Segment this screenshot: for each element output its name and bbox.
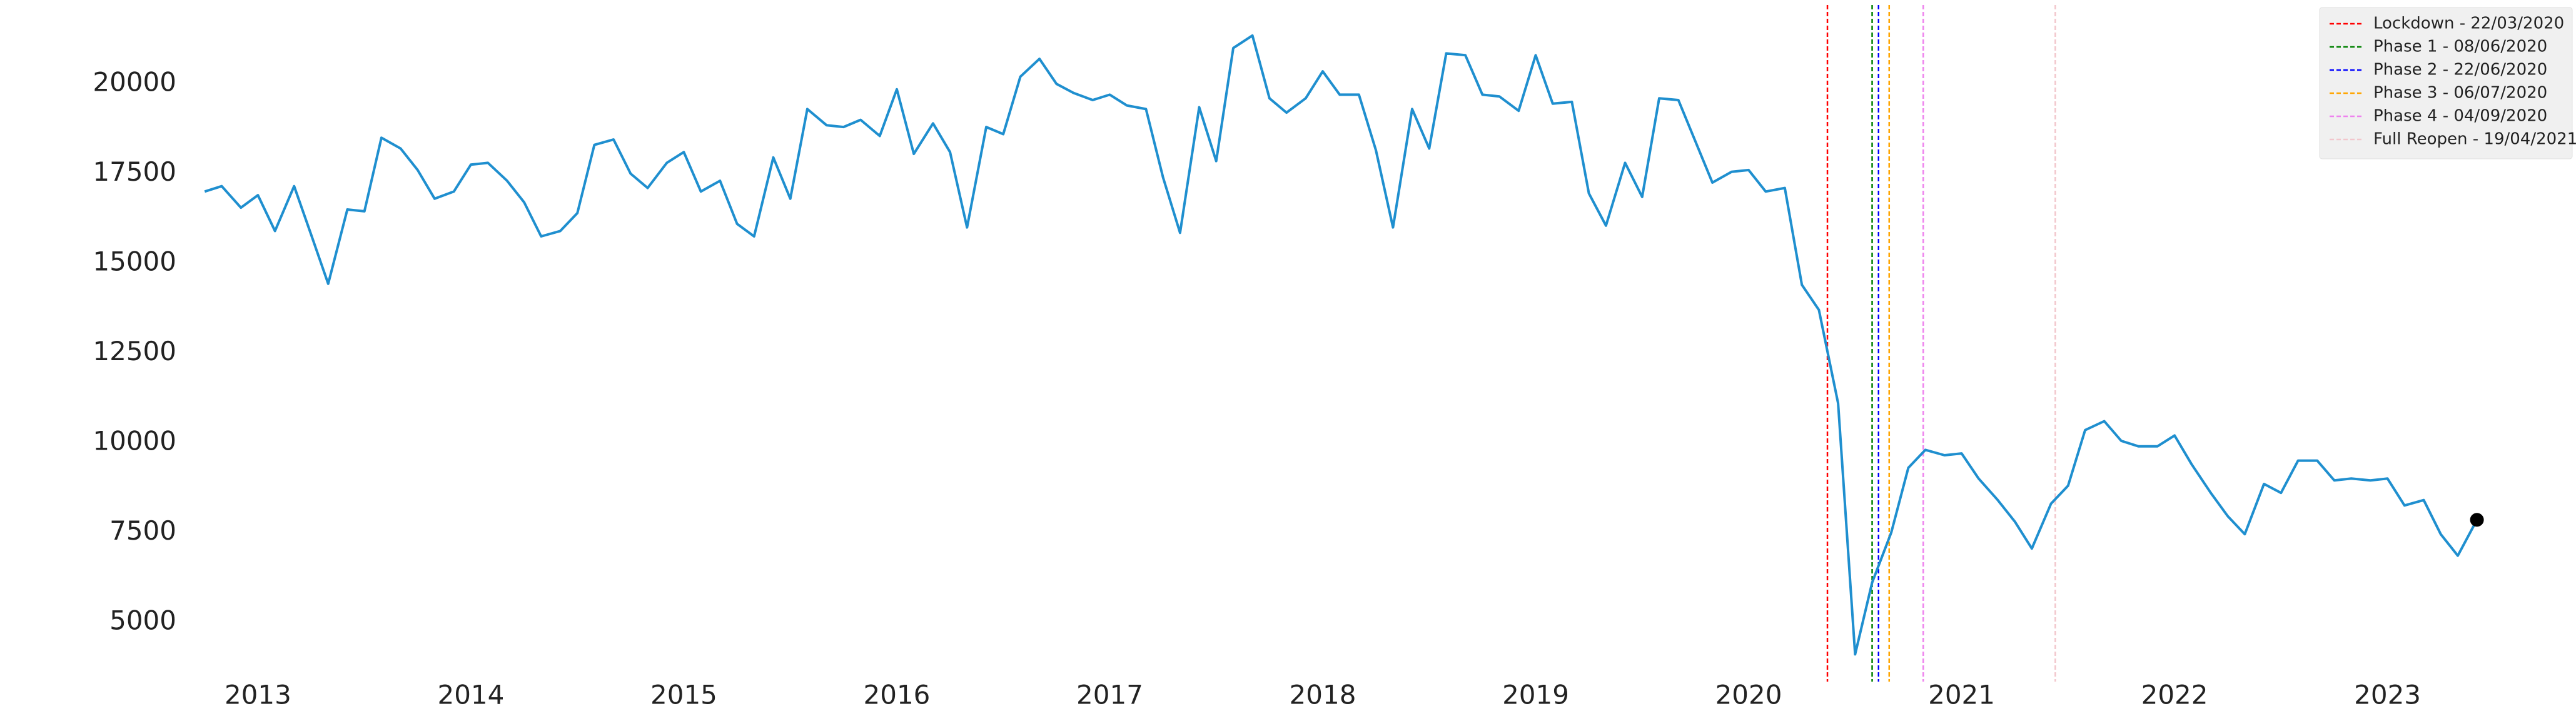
x-tick-label: 2020 (1715, 680, 1782, 710)
legend-label: Phase 2 - 22/06/2020 (2373, 61, 2547, 79)
x-tick-label: 2018 (1290, 680, 1356, 710)
end-marker (2470, 513, 2484, 527)
y-tick-label: 10000 (93, 425, 176, 456)
y-tick-label: 12500 (93, 336, 176, 366)
x-tick-label: 2023 (2354, 680, 2421, 710)
y-tick-label: 17500 (93, 156, 176, 187)
legend-label: Phase 1 - 08/06/2020 (2373, 38, 2547, 56)
x-tick-label: 2022 (2141, 680, 2208, 710)
legend-label: Lockdown - 22/03/2020 (2373, 14, 2564, 33)
x-tick-label: 2016 (864, 680, 931, 710)
legend: Lockdown - 22/03/2020 Phase 1 - 08/06/202… (2319, 7, 2576, 159)
legend-box (2319, 7, 2573, 159)
y-tick-label: 20000 (93, 67, 176, 98)
y-tick-label: 5000 (109, 605, 176, 635)
x-tick-label: 2021 (1928, 680, 1995, 710)
data-line (204, 34, 2478, 656)
x-tick-label: 2015 (650, 680, 717, 710)
legend-label: Phase 4 - 04/09/2020 (2373, 107, 2547, 126)
x-tick-label: 2014 (437, 680, 504, 710)
x-tick-label: 2019 (1502, 680, 1569, 710)
x-tick-label: 2013 (225, 680, 291, 710)
legend-label: Phase 3 - 06/07/2020 (2373, 84, 2547, 103)
y-tick-label: 7500 (109, 515, 176, 546)
x-tick-label: 2017 (1076, 680, 1143, 710)
legend-label: Full Reopen - 19/04/2021 (2373, 130, 2576, 149)
y-tick-label: 15000 (93, 246, 176, 277)
